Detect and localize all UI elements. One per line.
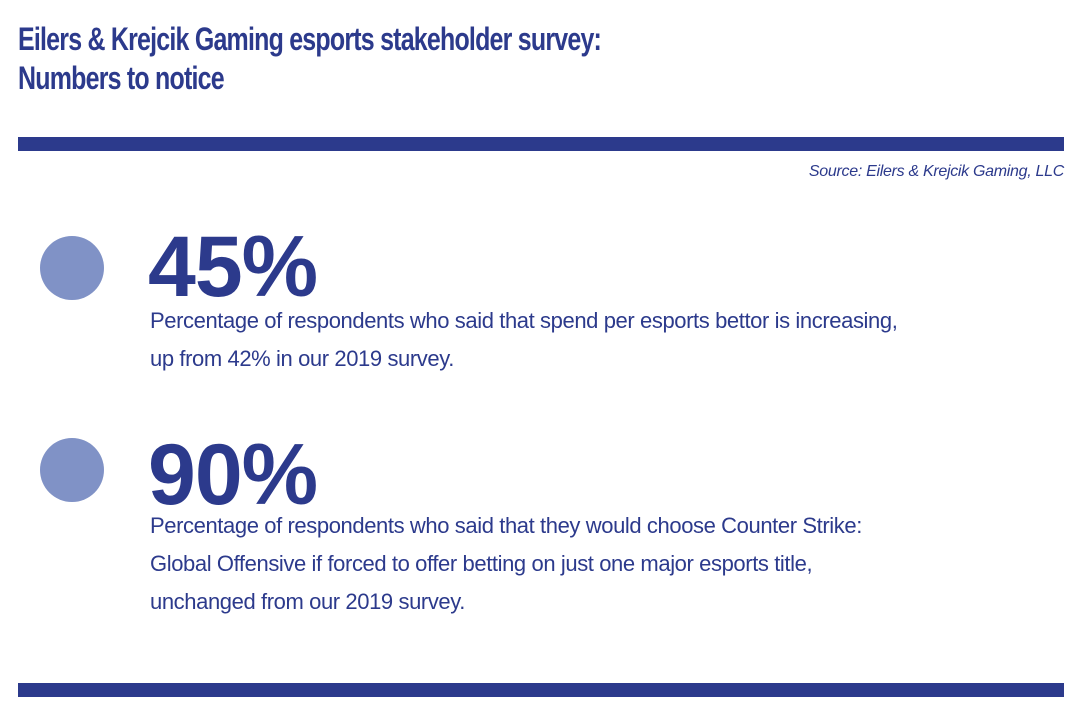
page-title-line1: Eilers & Krejcik Gaming esports stakehol…	[18, 21, 602, 57]
stat-description-line: Percentage of respondents who said that …	[150, 308, 898, 333]
stat-description: Percentage of respondents who said that …	[150, 302, 898, 378]
source-credit: Source: Eilers & Krejcik Gaming, LLC	[808, 163, 1064, 180]
stat-description-line: unchanged from our 2019 survey.	[150, 589, 465, 614]
stat-description-line: Percentage of respondents who said that …	[150, 513, 862, 538]
stat-value: 45%	[148, 219, 318, 315]
stat-bullet-circle	[40, 236, 104, 300]
stat-description-line: up from 42% in our 2019 survey.	[150, 346, 454, 371]
stat-value: 90%	[148, 427, 318, 523]
page-title: Eilers & Krejcik Gaming esports stakehol…	[18, 20, 602, 98]
stat-bullet-circle	[40, 438, 104, 502]
page-title-line2: Numbers to notice	[18, 60, 225, 96]
bottom-divider-bar	[18, 683, 1064, 697]
stat-description: Percentage of respondents who said that …	[150, 507, 862, 621]
top-divider-bar	[18, 137, 1064, 151]
stat-description-line: Global Offensive if forced to offer bett…	[150, 551, 813, 576]
